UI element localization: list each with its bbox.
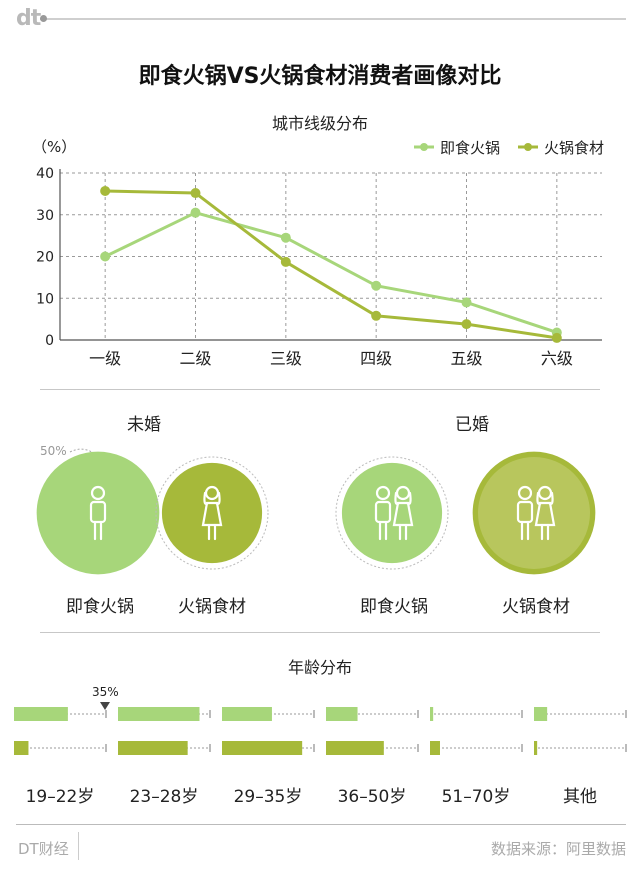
x-tick-label-2: 三级 xyxy=(270,349,302,368)
figure-head xyxy=(90,485,106,501)
figure-dress xyxy=(392,501,414,527)
figure-head xyxy=(517,485,533,501)
caption-unmarried-instant: 即食火锅 xyxy=(66,597,134,617)
legend-marker-0 xyxy=(420,143,428,151)
age-bar-3-1 xyxy=(326,741,384,755)
figure-dress xyxy=(201,501,223,527)
age-label-29-35: 29–35岁 xyxy=(233,787,303,807)
series-1-point-4 xyxy=(461,319,472,330)
series-1-point-5 xyxy=(551,332,562,343)
page-title: 即食火锅VS火锅食材消费者画像对比 xyxy=(138,64,502,89)
bubble-0 xyxy=(36,451,160,575)
series-0-point-4 xyxy=(461,297,472,308)
bubble-1 xyxy=(161,462,263,564)
age-label-other: 其他 xyxy=(563,787,597,807)
age-chart-title: 年龄分布 xyxy=(287,658,352,677)
series-0-point-0 xyxy=(100,251,111,262)
age-reference-label: 35% xyxy=(92,685,119,699)
age-bar-1-0 xyxy=(118,707,200,721)
caption-married-instant: 即食火锅 xyxy=(360,597,428,617)
y-tick-label-2: 20 xyxy=(36,250,54,266)
reference-ring-2 xyxy=(335,456,449,570)
caption-married-ingredients: 火锅食材 xyxy=(502,597,570,617)
age-reference-marker xyxy=(100,702,110,710)
age-label-36-50: 36–50岁 xyxy=(337,787,407,807)
age-bar-4-1 xyxy=(430,741,440,755)
female-figure-icon-1 xyxy=(201,485,223,541)
bubble-2 xyxy=(341,462,443,564)
age-chart: 35% xyxy=(14,685,627,755)
y-tick-label-3: 30 xyxy=(36,208,54,224)
age-bar-0-0 xyxy=(14,707,68,721)
age-bar-5-1 xyxy=(534,741,538,755)
y-tick-label-0: 0 xyxy=(45,333,54,349)
male-figure-icon-0 xyxy=(89,485,107,541)
series-line-1 xyxy=(105,189,558,340)
series-1-point-1 xyxy=(190,188,201,199)
age-bar-2-1 xyxy=(222,741,303,755)
x-tick-label-4: 五级 xyxy=(450,349,482,368)
footer-brand: DT财经 xyxy=(18,840,69,858)
series-0-point-1 xyxy=(190,207,201,218)
top-rule-dot xyxy=(40,15,47,22)
reference-ring-1 xyxy=(155,456,269,570)
age-bar-5-0 xyxy=(534,707,548,721)
figure-dress xyxy=(534,501,556,527)
female-figure-icon-3b xyxy=(534,485,556,541)
figure-body xyxy=(374,500,392,524)
series-1-point-2 xyxy=(280,256,291,267)
legend-label-0: 即食火锅 xyxy=(440,139,500,157)
bubble-inner-3 xyxy=(478,457,590,569)
dt-logo: dt xyxy=(16,6,41,31)
x-tick-label-1: 二级 xyxy=(179,349,211,368)
age-bar-3-0 xyxy=(326,707,358,721)
figure-head xyxy=(375,485,391,501)
group-label-unmarried: 未婚 xyxy=(127,415,161,435)
top-bar: dt xyxy=(0,0,640,38)
divider-2 xyxy=(40,632,600,633)
y-tick-label-1: 10 xyxy=(36,291,54,307)
series-1-point-0 xyxy=(100,185,111,196)
age-bar-1-1 xyxy=(118,741,188,755)
line-chart: 0 10 20 30 40 一级 二级 三级 四级 五级 六级 （%） 即食火锅 火锅食材 xyxy=(32,138,604,368)
age-label-19-22: 19–22岁 xyxy=(25,787,95,807)
age-bar-4-0 xyxy=(430,707,434,721)
bubble-chart: 50% xyxy=(36,444,596,575)
age-label-51-70: 51–70岁 xyxy=(441,787,511,807)
y-tick-label-4: 40 xyxy=(36,166,54,182)
divider-1 xyxy=(40,389,600,390)
male-figure-icon-3a xyxy=(516,485,534,541)
footer-separator xyxy=(78,832,79,860)
series-line-0 xyxy=(104,211,558,334)
female-figure-icon-2b xyxy=(392,485,414,541)
age-bar-2-0 xyxy=(222,707,272,721)
age-label-23-28: 23–28岁 xyxy=(129,787,199,807)
legend-marker-1 xyxy=(524,143,532,151)
reference-label: 50% xyxy=(40,444,67,458)
x-tick-label-3: 四级 xyxy=(360,349,392,368)
top-rule xyxy=(40,18,626,20)
legend-label-1: 火锅食材 xyxy=(544,139,604,157)
series-1-point-3 xyxy=(371,310,382,321)
footer-rule xyxy=(16,824,626,825)
footer-source: 数据来源：阿里数据 xyxy=(490,840,626,858)
age-bar-0-1 xyxy=(14,741,29,755)
male-figure-icon-2a xyxy=(374,485,392,541)
line-chart-title: 城市线级分布 xyxy=(271,114,368,133)
figure-body xyxy=(89,500,107,524)
y-axis-label: （%） xyxy=(32,138,76,156)
group-label-married: 已婚 xyxy=(455,415,489,435)
x-tick-label-0: 一级 xyxy=(89,349,121,368)
caption-unmarried-ingredients: 火锅食材 xyxy=(178,597,246,617)
series-0-point-3 xyxy=(371,280,382,291)
series-0-point-2 xyxy=(280,232,291,243)
x-tick-label-5: 六级 xyxy=(541,349,573,368)
figure-body xyxy=(516,500,534,524)
